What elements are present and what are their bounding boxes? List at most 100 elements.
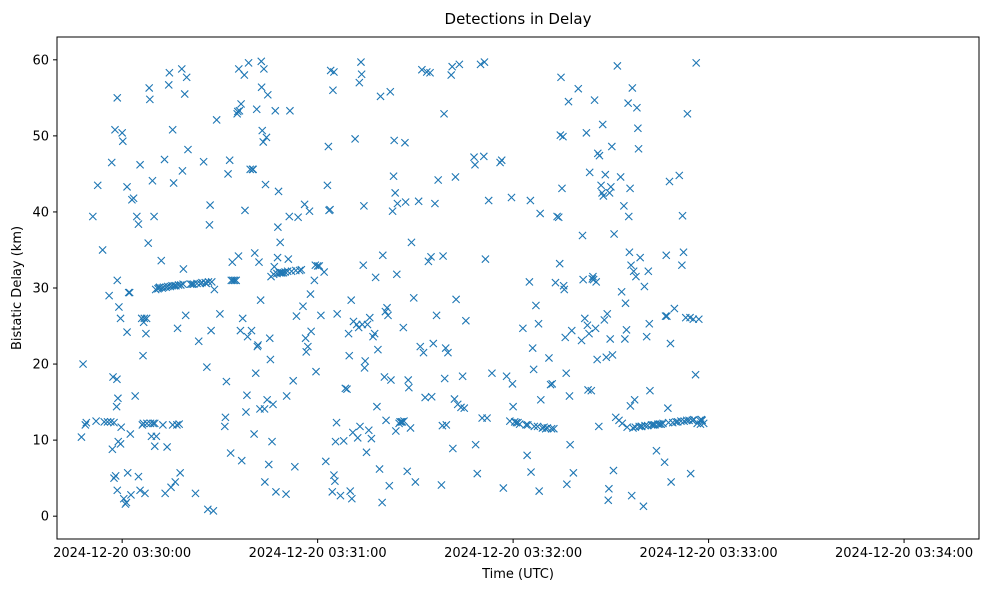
data-point xyxy=(528,344,537,353)
y-tick-label: 20 xyxy=(32,358,49,373)
data-point xyxy=(295,266,304,275)
data-point xyxy=(243,332,252,341)
data-point xyxy=(189,280,198,289)
data-point xyxy=(292,312,301,321)
data-point xyxy=(642,332,651,341)
data-point xyxy=(452,295,461,304)
data-point xyxy=(644,267,653,276)
data-point xyxy=(585,329,594,338)
data-point xyxy=(235,106,244,115)
data-point xyxy=(447,71,456,80)
data-point xyxy=(246,165,255,174)
data-point xyxy=(257,83,266,92)
data-point xyxy=(323,181,332,190)
y-tick-label: 50 xyxy=(32,129,49,144)
data-point xyxy=(126,490,135,499)
data-point xyxy=(422,67,431,76)
data-point xyxy=(441,344,450,353)
data-point xyxy=(403,467,412,476)
data-point xyxy=(426,68,435,77)
data-point xyxy=(313,261,322,270)
data-point xyxy=(618,419,627,428)
data-point xyxy=(567,326,576,335)
data-point xyxy=(289,376,298,385)
data-point xyxy=(365,313,374,322)
data-point xyxy=(471,440,480,449)
data-point xyxy=(113,486,122,495)
data-point xyxy=(397,417,406,426)
data-point xyxy=(250,430,259,439)
data-point xyxy=(181,311,190,320)
data-point xyxy=(266,355,275,364)
data-point xyxy=(131,392,140,400)
data-point xyxy=(624,99,633,108)
data-point xyxy=(113,93,122,102)
data-point xyxy=(346,487,355,496)
data-point xyxy=(98,245,107,254)
data-point xyxy=(626,401,635,410)
data-point xyxy=(361,357,370,366)
data-point xyxy=(619,201,628,210)
data-point xyxy=(134,220,143,229)
data-point xyxy=(679,248,688,257)
data-point xyxy=(210,285,219,294)
data-point xyxy=(694,315,703,324)
data-point xyxy=(376,92,385,101)
data-point xyxy=(360,363,369,372)
data-point xyxy=(279,268,288,277)
data-point xyxy=(536,209,545,218)
data-point xyxy=(276,238,285,247)
data-point xyxy=(242,391,251,400)
y-tick-label: 0 xyxy=(41,510,49,525)
data-point xyxy=(364,426,373,435)
data-point xyxy=(77,433,86,442)
data-point xyxy=(407,238,416,247)
data-point xyxy=(237,99,246,108)
data-point xyxy=(600,315,609,324)
data-point xyxy=(264,460,273,469)
data-point xyxy=(372,402,381,411)
data-point xyxy=(582,128,591,137)
data-point xyxy=(149,419,158,428)
data-point xyxy=(329,67,338,76)
data-point xyxy=(282,490,291,499)
data-point xyxy=(209,506,218,515)
data-point xyxy=(136,486,145,495)
data-point xyxy=(562,480,571,489)
data-point xyxy=(220,422,229,431)
data-point xyxy=(359,261,368,270)
data-point xyxy=(555,259,564,268)
data-point xyxy=(640,282,649,291)
data-point xyxy=(258,126,267,135)
data-point xyxy=(139,419,148,428)
data-point xyxy=(628,83,637,92)
data-point xyxy=(111,125,119,134)
data-point xyxy=(667,477,676,486)
data-point xyxy=(662,312,671,321)
data-point xyxy=(579,275,588,284)
data-point xyxy=(439,252,448,261)
data-point xyxy=(163,442,172,451)
data-point xyxy=(113,394,122,403)
data-point xyxy=(228,258,237,267)
data-point xyxy=(132,212,141,221)
data-point xyxy=(392,270,401,279)
data-point xyxy=(165,68,174,77)
data-point xyxy=(263,395,272,404)
data-point xyxy=(448,62,457,71)
data-point xyxy=(160,155,169,164)
data-point xyxy=(290,462,299,471)
data-point xyxy=(238,314,247,323)
data-point xyxy=(270,262,279,271)
data-point xyxy=(310,276,319,285)
data-point xyxy=(176,468,185,477)
data-point xyxy=(382,416,391,425)
data-point xyxy=(530,422,539,431)
data-point xyxy=(316,311,325,320)
data-point xyxy=(604,484,613,493)
data-point xyxy=(633,124,642,133)
data-point xyxy=(182,73,191,82)
data-point xyxy=(424,257,433,266)
data-point xyxy=(380,373,389,381)
data-point xyxy=(142,314,151,323)
